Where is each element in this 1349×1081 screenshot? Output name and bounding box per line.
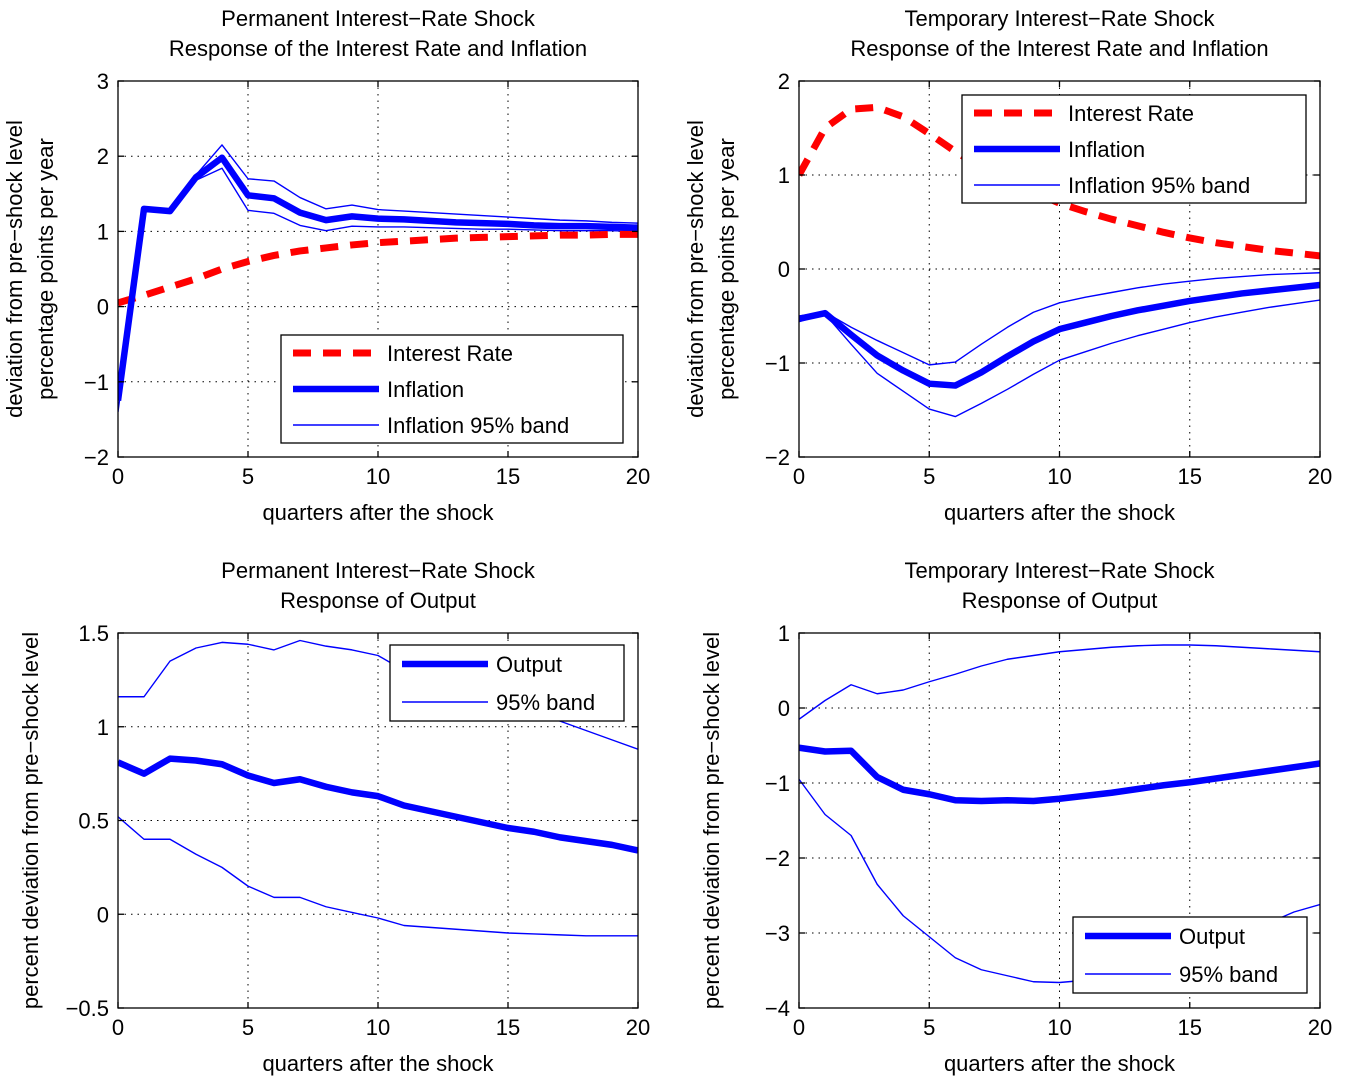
legend-label: Inflation 95% band [387, 413, 569, 438]
chart-title-line-2: Response of Output [962, 588, 1158, 613]
x-tick-label: 0 [793, 464, 805, 489]
x-tick-label: 15 [1178, 1015, 1202, 1040]
y-axis-label-line-1: deviation from pre−shock level [2, 120, 27, 418]
x-axis-label: quarters after the shock [944, 500, 1176, 525]
y-tick-label: 1 [778, 163, 790, 188]
chart-title-line-2: Response of Output [280, 588, 476, 613]
x-axis-label: quarters after the shock [262, 500, 494, 525]
y-tick-label: −1 [765, 351, 790, 376]
y-tick-label: −2 [765, 846, 790, 871]
x-tick-label: 20 [1308, 1015, 1332, 1040]
chart-title-line-2: Response of the Interest Rate and Inflat… [850, 36, 1268, 61]
x-tick-label: 10 [1047, 1015, 1071, 1040]
y-tick-label: 0 [778, 696, 790, 721]
legend: Output 95% band [389, 644, 625, 722]
series-line-interest-rate [799, 103, 1320, 260]
series-line-95-band [799, 644, 1320, 720]
y-tick-label: 2 [97, 144, 109, 169]
y-tick-label: 0.5 [78, 809, 109, 834]
chart-title-line-1: Permanent Interest−Rate Shock [221, 558, 536, 583]
y-axis-label-line-1: percent deviation from pre−shock level [18, 632, 43, 1009]
series-line-lower-band [118, 816, 638, 937]
x-tick-label: 20 [626, 464, 650, 489]
series-line-inflation-95-band [118, 144, 638, 390]
y-axis-label-line-1: deviation from pre−shock level [683, 120, 708, 418]
legend-label: 95% band [496, 690, 595, 715]
y-tick-label: 0 [97, 902, 109, 927]
x-tick-label: 5 [242, 1015, 254, 1040]
y-axis-label-line-1: percent deviation from pre−shock level [699, 632, 724, 1009]
x-tick-label: 0 [112, 1015, 124, 1040]
y-tick-label: −3 [765, 921, 790, 946]
series-line-output [799, 744, 1320, 805]
y-axis-label-line-2: percentage points per year [714, 138, 739, 400]
x-tick-label: 15 [496, 464, 520, 489]
x-tick-label: 20 [626, 1015, 650, 1040]
y-tick-label: −1 [765, 771, 790, 796]
x-axis-label: quarters after the shock [262, 1051, 494, 1076]
series-line-inflation [799, 281, 1320, 389]
y-tick-label: 1 [778, 621, 790, 646]
x-tick-label: 5 [242, 464, 254, 489]
legend: Interest Rate Inflation Inflation 95% band [961, 94, 1307, 204]
chart-title-line-1: Temporary Interest−Rate Shock [905, 558, 1216, 583]
series-line-output [118, 755, 638, 854]
y-tick-label: 1 [97, 715, 109, 740]
x-axis-label: quarters after the shock [944, 1051, 1176, 1076]
y-tick-label: −2 [765, 445, 790, 470]
legend-label: Inflation [387, 377, 464, 402]
y-tick-label: −4 [765, 996, 790, 1021]
legend: Interest Rate Inflation Inflation 95% band [280, 334, 624, 444]
y-tick-label: 2 [778, 69, 790, 94]
x-tick-label: 15 [496, 1015, 520, 1040]
y-tick-label: −1 [84, 370, 109, 395]
legend-label: Inflation 95% band [1068, 173, 1250, 198]
y-tick-label: 1 [97, 219, 109, 244]
x-tick-label: 10 [366, 1015, 390, 1040]
legend-label: 95% band [1179, 962, 1278, 987]
x-tick-label: 0 [793, 1015, 805, 1040]
y-tick-label: −2 [84, 445, 109, 470]
legend-label: Output [1179, 924, 1245, 949]
chart-title-line-1: Temporary Interest−Rate Shock [905, 6, 1216, 31]
y-tick-label: 0 [97, 295, 109, 320]
x-tick-label: 10 [1047, 464, 1071, 489]
x-tick-label: 15 [1178, 464, 1202, 489]
y-tick-label: 3 [97, 69, 109, 94]
chart-title-line-1: Permanent Interest−Rate Shock [221, 6, 536, 31]
x-tick-label: 0 [112, 464, 124, 489]
x-tick-label: 10 [366, 464, 390, 489]
series-line-inflation-95-band [799, 272, 1320, 366]
y-tick-label: 0 [778, 257, 790, 282]
series-line-lower-band [118, 167, 638, 412]
legend-label: Inflation [1068, 137, 1145, 162]
y-tick-label: 1.5 [78, 621, 109, 646]
series-line-lower-band [799, 299, 1320, 418]
chart-panel-1: 0 5 10 15 20 −2 −1 0 1 2 3 Permanent Interest−Rate … [2, 6, 650, 525]
x-tick-label: 5 [923, 464, 935, 489]
legend-label: Interest Rate [387, 341, 513, 366]
y-axis-label-line-2: percentage points per year [33, 138, 58, 400]
series-line-inflation [118, 154, 638, 402]
x-tick-label: 5 [923, 1015, 935, 1040]
legend-box [389, 644, 625, 722]
chart-title-line-2: Response of the Interest Rate and Inflat… [169, 36, 587, 61]
series-line-interest-rate [118, 230, 638, 307]
legend-box [1072, 916, 1308, 994]
legend: Output 95% band [1072, 916, 1308, 994]
chart-panel-2: 0 5 10 15 20 −2 −1 0 1 2 Temporary Interest−Rate S… [683, 6, 1332, 525]
y-tick-label: −0.5 [66, 996, 109, 1021]
chart-panel-4: 0 5 10 15 20 −4 −3 −2 −1 0 1 Temporary Interest−Rat… [699, 558, 1332, 1076]
legend-label: Output [496, 652, 562, 677]
x-tick-label: 20 [1308, 464, 1332, 489]
legend-label: Interest Rate [1068, 101, 1194, 126]
